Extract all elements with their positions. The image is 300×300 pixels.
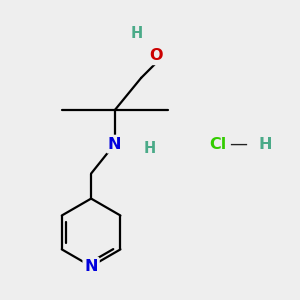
Text: H: H bbox=[258, 136, 272, 152]
Text: H: H bbox=[144, 141, 156, 156]
Text: O: O bbox=[149, 48, 163, 63]
Text: H: H bbox=[130, 26, 143, 41]
Text: —: — bbox=[229, 135, 247, 153]
Text: Cl: Cl bbox=[209, 136, 226, 152]
Text: N: N bbox=[84, 259, 98, 274]
Text: N: N bbox=[108, 136, 122, 152]
